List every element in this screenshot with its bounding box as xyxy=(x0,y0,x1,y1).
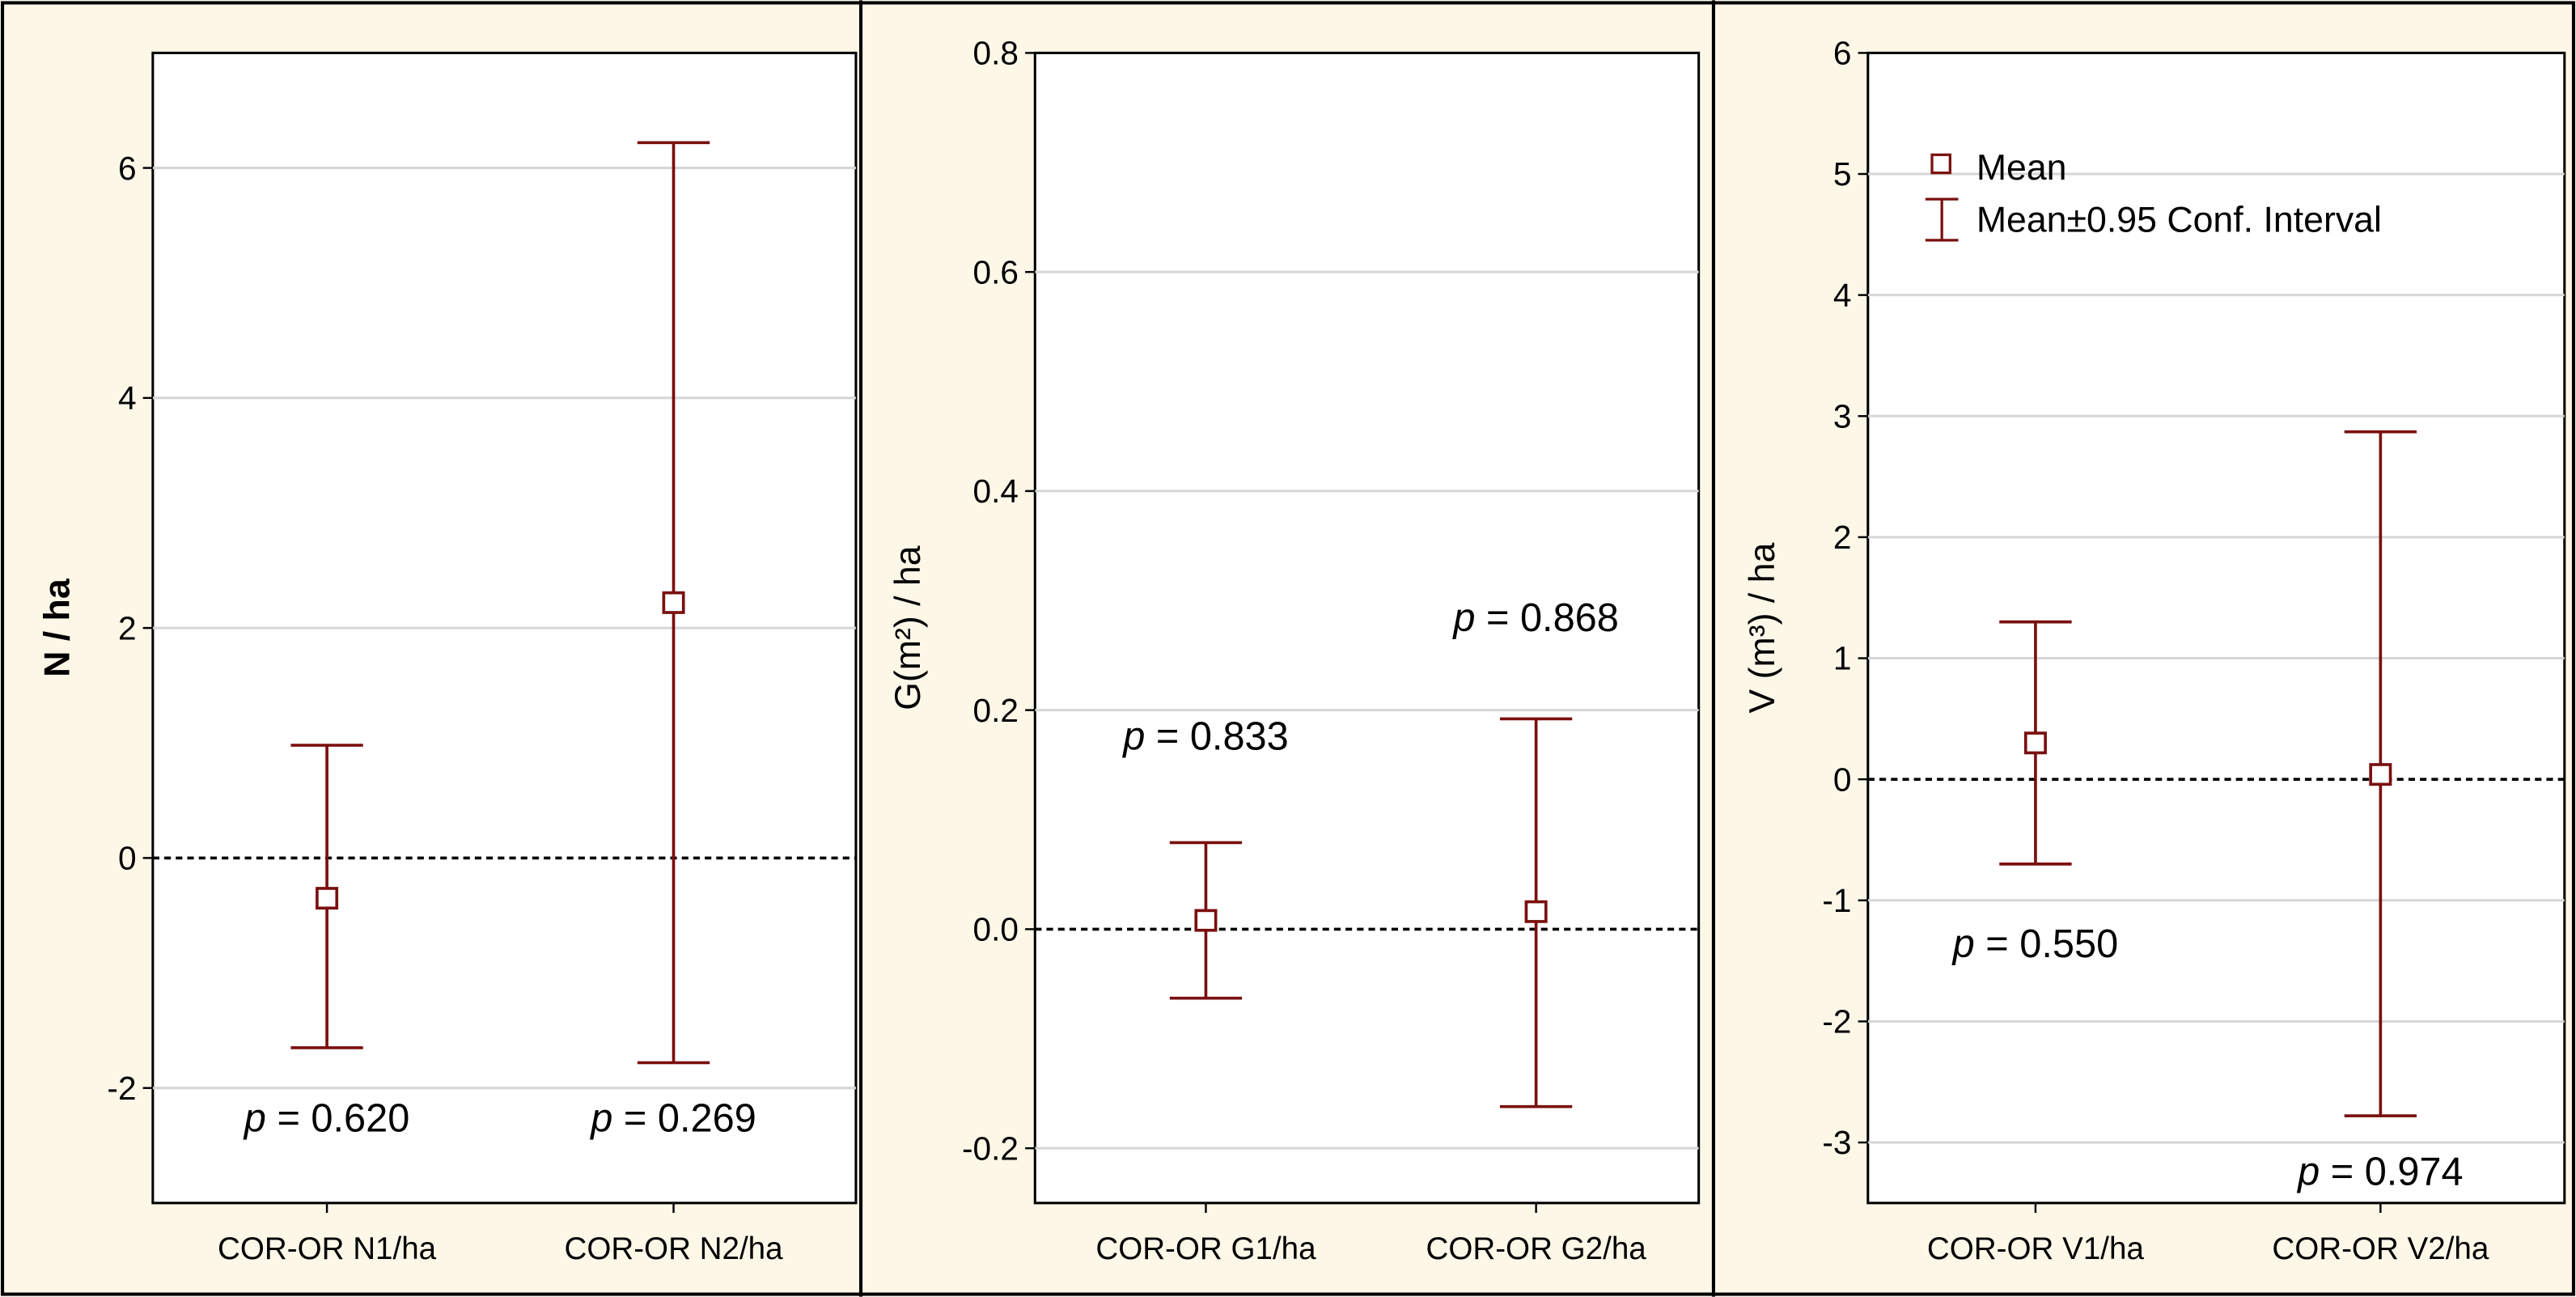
x-tick-label: COR-OR G2/ha xyxy=(1426,1231,1646,1266)
y-tick-label: 1 xyxy=(1833,640,1852,677)
legend-ci-label: Mean±0.95 Conf. Interval xyxy=(1976,201,2382,240)
legend-mean-label: Mean xyxy=(1976,148,2067,188)
y-tick-label: 4 xyxy=(118,379,137,417)
y-tick-label: -2 xyxy=(1822,1003,1851,1041)
p-symbol: p xyxy=(1451,596,1475,640)
p-value-annotation: p = 0.868 xyxy=(1451,596,1619,640)
p-value: = 0.550 xyxy=(1975,922,2118,966)
y-tick-label: 3 xyxy=(1833,397,1852,434)
x-tick-label: COR-OR N2/ha xyxy=(564,1231,783,1266)
y-tick-label: -0.2 xyxy=(962,1130,1019,1167)
p-value: = 0.620 xyxy=(266,1097,409,1141)
p-value-annotation: p = 0.269 xyxy=(589,1097,756,1141)
panel-g-per-ha: -0.2 0.0 0.2 0.4 0.6 0.8 COR-OR G1/ha COR-OR G2… xyxy=(962,35,1699,1266)
y-tick-label: 6 xyxy=(1833,35,1852,72)
y-tick-label: 0 xyxy=(1833,761,1852,798)
mean-marker xyxy=(316,887,339,910)
x-tick-label: COR-OR V2/ha xyxy=(2272,1231,2489,1266)
p-symbol: p xyxy=(243,1097,266,1141)
x-tick-label: COR-OR G1/ha xyxy=(1095,1231,1316,1266)
p-value: = 0.974 xyxy=(2320,1150,2463,1193)
y-axis-title-n: N / ha xyxy=(37,578,77,677)
y-tick-label: 6 xyxy=(118,150,137,187)
x-tick-label: COR-OR V1/ha xyxy=(1927,1231,2145,1266)
p-symbol: p xyxy=(1121,714,1145,758)
y-tick-label: 2 xyxy=(1833,519,1852,556)
panel-v-per-ha: -3 -2 -1 0 1 2 3 4 5 6 COR-OR V1/ha COR-OR V2/ha p =… xyxy=(1822,35,2565,1266)
mean-marker xyxy=(662,591,685,614)
y-tick-label: 0 xyxy=(118,840,137,877)
y-tick-label: 2 xyxy=(118,609,137,646)
y-tick-label: 5 xyxy=(1833,155,1852,193)
p-value-annotation: p = 0.833 xyxy=(1121,714,1289,758)
p-value-annotation: p = 0.974 xyxy=(2296,1150,2464,1193)
plot-area-g xyxy=(1033,51,1701,1205)
y-tick-label: -2 xyxy=(107,1070,136,1107)
y-tick-label: 0.0 xyxy=(973,911,1019,948)
y-axis-title-v: V (m³) / ha xyxy=(1743,543,1782,714)
mean-marker xyxy=(2369,763,2392,786)
mean-marker xyxy=(1524,900,1548,923)
x-tick-label: COR-OR N1/ha xyxy=(218,1231,437,1266)
y-tick-label: -1 xyxy=(1822,882,1851,919)
p-value-annotation: p = 0.620 xyxy=(243,1097,410,1141)
y-tick-label: 0.6 xyxy=(973,253,1019,290)
mean-marker xyxy=(1194,909,1218,932)
p-symbol: p xyxy=(589,1097,612,1141)
p-value: = 0.269 xyxy=(612,1097,756,1141)
p-value: = 0.833 xyxy=(1145,714,1288,758)
y-tick-label: -3 xyxy=(1822,1124,1851,1161)
mean-marker xyxy=(2023,731,2047,755)
y-axis-title-g: G(m²) / ha xyxy=(888,545,928,710)
p-value-annotation: p = 0.550 xyxy=(1951,922,2119,966)
y-tick-label: 0.2 xyxy=(973,692,1019,729)
p-symbol: p xyxy=(2296,1150,2320,1193)
p-value: = 0.868 xyxy=(1475,596,1618,640)
plot-area-v xyxy=(1866,51,2566,1205)
y-tick-label: 0.4 xyxy=(973,473,1019,510)
legend: Mean Mean±0.95 Conf. Interval xyxy=(1925,148,2382,242)
p-symbol: p xyxy=(1951,922,1975,966)
y-tick-label: 4 xyxy=(1833,277,1852,314)
y-tick-label: 0.8 xyxy=(973,35,1019,72)
legend-mean-marker xyxy=(1930,153,1951,175)
